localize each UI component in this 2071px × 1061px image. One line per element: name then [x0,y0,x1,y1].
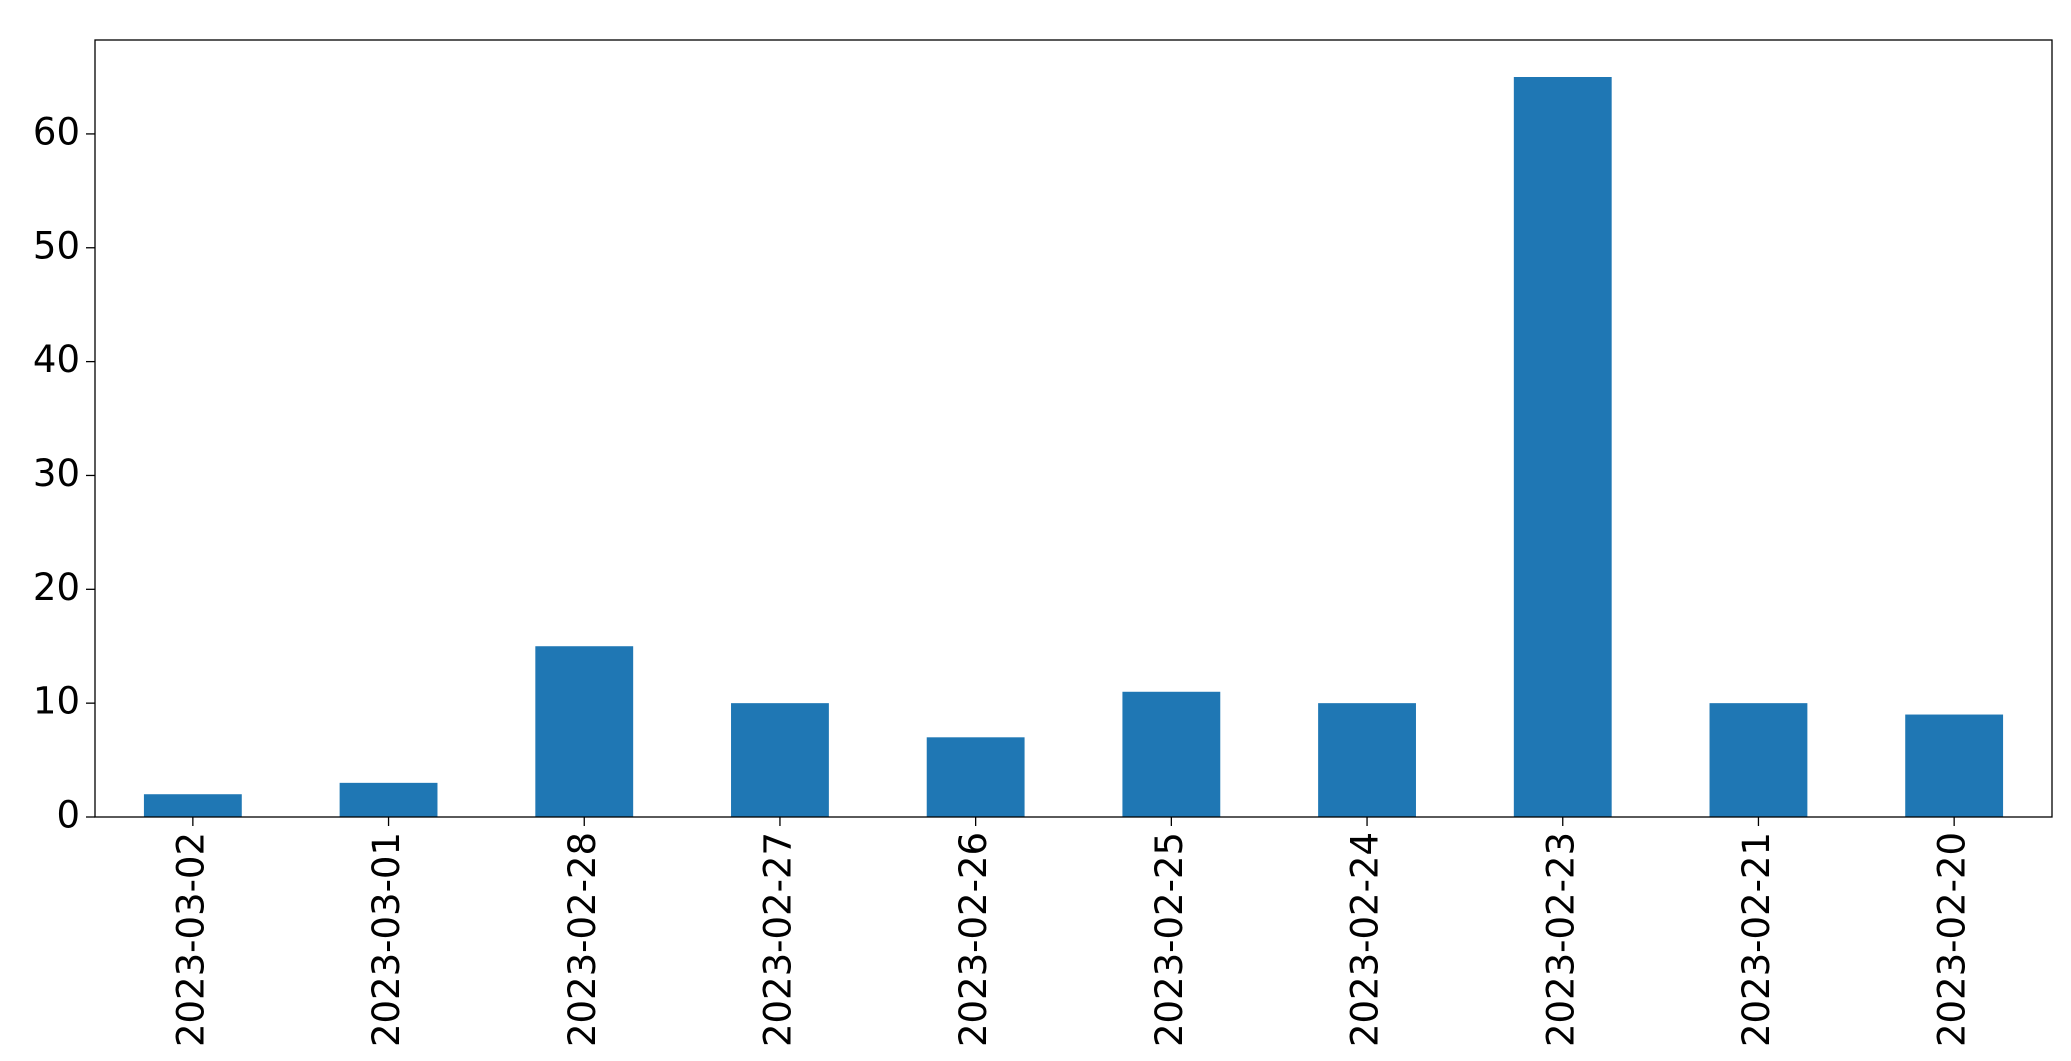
bar [1122,691,1221,817]
x-tick-label: 2023-03-01 [365,832,408,1047]
y-tick-label: 40 [33,338,80,381]
bar [1905,714,2004,817]
plot-frame [94,39,2053,818]
bar [535,646,634,817]
bar [1709,703,1808,817]
x-tick-label: 2023-03-02 [169,832,212,1047]
x-tick-label: 2023-02-20 [1931,832,1974,1047]
y-tick-label: 30 [33,452,80,495]
y-tick-label: 10 [33,680,80,723]
x-tick-label: 2023-02-28 [561,832,604,1047]
bar [339,782,438,817]
x-tick-label: 2023-02-27 [756,832,799,1047]
bar [1513,77,1612,817]
y-tick-label: 60 [33,110,80,153]
bar [926,737,1025,817]
bar [731,703,829,817]
y-tick-label: 50 [33,224,80,267]
bar [1318,703,1416,817]
x-tick-label: 2023-02-23 [1539,832,1582,1047]
y-tick-label: 0 [56,794,80,837]
y-tick-label: 20 [33,566,80,609]
bar [143,794,242,817]
x-tick-label: 2023-02-26 [952,832,995,1047]
x-tick-label: 2023-02-24 [1344,832,1387,1047]
x-tick-label: 2023-02-25 [1148,832,1191,1047]
x-tick-label: 2023-02-21 [1735,832,1778,1047]
